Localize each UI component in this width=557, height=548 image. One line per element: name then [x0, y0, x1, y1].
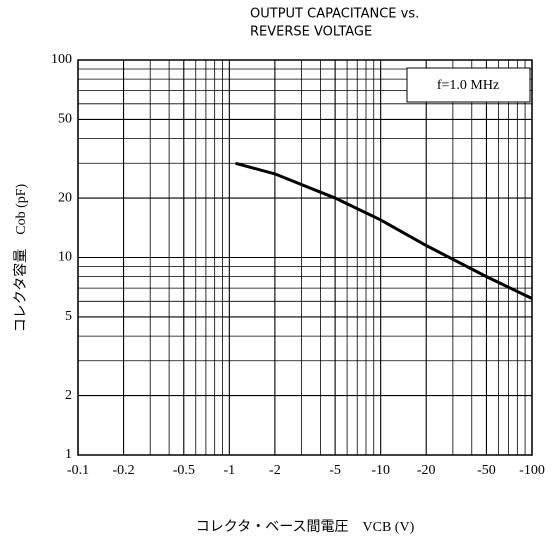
- y-tick-label: 20: [58, 190, 72, 205]
- x-tick-label: -100: [519, 463, 545, 478]
- annotation-box: [406, 67, 531, 103]
- annotation: f=1.0 MHz: [437, 78, 499, 93]
- x-tick-label: -2: [269, 463, 281, 478]
- chart-title: OUTPUT CAPACITANCE vs.: [250, 7, 419, 22]
- y-tick-label: 50: [58, 112, 72, 127]
- y-tick-label: 1: [65, 447, 72, 462]
- y-tick-label: 100: [51, 52, 72, 67]
- chart-title: REVERSE VOLTAGE: [250, 25, 372, 40]
- y-axis-label: コレクタ容量 Cob (pF): [12, 183, 29, 332]
- x-tick-label: -50: [477, 463, 496, 478]
- x-axis-label: コレクタ・ベース間電圧 VCB (V): [196, 519, 415, 535]
- y-tick-label: 2: [65, 388, 72, 403]
- x-tick-label: -1: [223, 463, 235, 478]
- x-tick-label: -20: [417, 463, 436, 478]
- y-tick-label: 5: [65, 309, 72, 324]
- x-tick-label: -0.1: [67, 463, 89, 478]
- x-tick-label: -0.2: [112, 463, 134, 478]
- x-tick-label: -0.5: [173, 463, 195, 478]
- x-tick-label: -5: [329, 463, 341, 478]
- y-tick-label: 10: [58, 250, 72, 265]
- data-line: [235, 161, 533, 300]
- x-tick-label: -10: [371, 463, 390, 478]
- plot-frame: [77, 59, 533, 456]
